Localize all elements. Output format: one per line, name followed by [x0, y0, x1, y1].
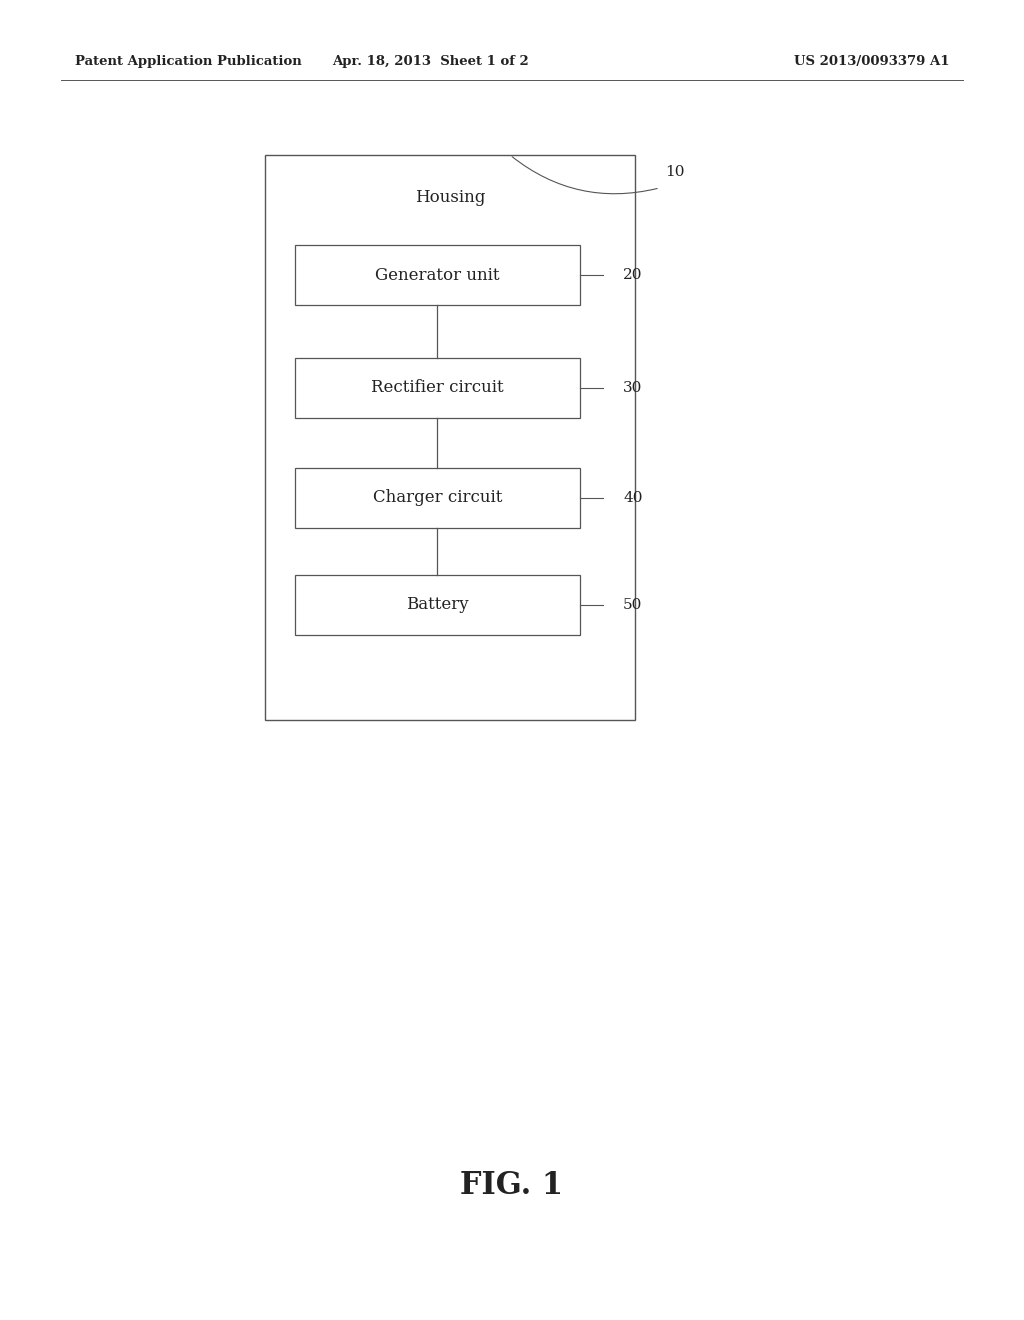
Text: Housing: Housing — [415, 189, 485, 206]
Bar — [295, 576, 580, 635]
Text: FIG. 1: FIG. 1 — [461, 1170, 563, 1200]
Text: Generator unit: Generator unit — [375, 267, 500, 284]
Text: Apr. 18, 2013  Sheet 1 of 2: Apr. 18, 2013 Sheet 1 of 2 — [332, 55, 528, 69]
Text: 50: 50 — [623, 598, 642, 612]
Text: Patent Application Publication: Patent Application Publication — [75, 55, 302, 69]
Bar — [295, 469, 580, 528]
FancyArrowPatch shape — [512, 157, 657, 194]
Bar — [265, 154, 635, 719]
Text: Rectifier circuit: Rectifier circuit — [371, 380, 504, 396]
Text: 10: 10 — [665, 165, 684, 180]
Bar — [295, 358, 580, 418]
Text: Battery: Battery — [407, 597, 469, 614]
Text: 30: 30 — [623, 381, 642, 395]
Text: US 2013/0093379 A1: US 2013/0093379 A1 — [795, 55, 950, 69]
Text: 20: 20 — [623, 268, 642, 282]
Text: 40: 40 — [623, 491, 642, 506]
Text: Charger circuit: Charger circuit — [373, 490, 502, 507]
Bar — [295, 246, 580, 305]
